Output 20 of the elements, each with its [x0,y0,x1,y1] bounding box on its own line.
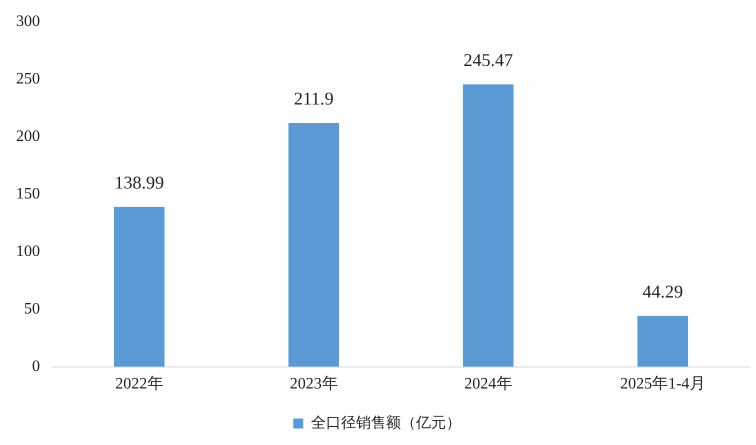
bar [462,84,514,367]
y-tick-label: 50 [24,300,40,318]
y-tick-label: 150 [16,185,40,202]
bar [637,316,688,367]
data-label: 211.9 [294,88,334,109]
y-tick-label: 100 [16,242,40,260]
bar [288,122,340,367]
bar [114,206,165,367]
data-label: 245.47 [464,50,513,70]
x-tick-label: 2023年 [290,376,338,393]
data-label: 44.29 [642,282,683,302]
y-tick-label: 300 [16,12,40,30]
y-tick-label: 0 [32,358,40,376]
x-tick-label: 2022年 [115,376,164,393]
y-tick-label: 250 [16,70,40,88]
legend-label: 全口径销售额（亿元） [310,414,461,432]
y-tick-label: 200 [16,128,40,145]
x-tick-label: 2024年 [464,376,512,393]
data-label: 138.99 [114,172,164,193]
x-tick-label: 2025年1-4月 [620,376,706,393]
